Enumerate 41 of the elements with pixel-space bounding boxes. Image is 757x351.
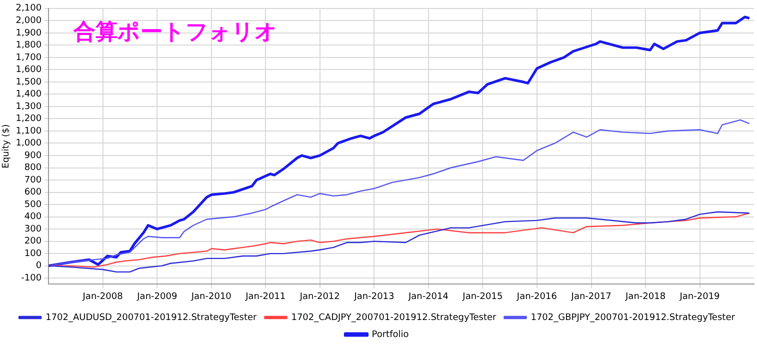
y-tick-label: 1,400 [16, 90, 42, 100]
y-axis-title: Equity ($) [2, 124, 12, 168]
y-tick-label: 1,000 [16, 138, 42, 149]
x-tick-label: Jan-2010 [190, 292, 232, 302]
y-tick-label: 2,000 [16, 16, 42, 26]
y-tick-label: 1,700 [16, 52, 42, 63]
y-tick-label: 2,100 [16, 4, 42, 14]
x-tick-label: Jan-2018 [624, 292, 666, 302]
legend-label: 1702_GBPJPY_200701-201912.StrategyTester [530, 312, 736, 323]
x-tick-label: Jan-2012 [298, 292, 340, 302]
y-tick-label: 1,300 [16, 102, 42, 112]
legend-label: Portfolio [372, 330, 410, 340]
y-tick-label: 800 [24, 163, 42, 174]
x-tick-label: Jan-2011 [244, 292, 286, 302]
x-tick-label: Jan-2008 [82, 292, 124, 302]
y-tick-label: 500 [24, 200, 42, 210]
legend-label: 1702_AUDUSD_200701-201912.StrategyTester [46, 312, 258, 323]
text: 合算ポートフォリオ [72, 20, 278, 46]
x-tick-label: Jan-2016 [516, 292, 558, 302]
y-tick-label: 0 [36, 261, 42, 272]
y-tick-label: 1,800 [16, 40, 42, 51]
y-tick-label: 700 [24, 175, 42, 186]
y-tick-label: 1,900 [16, 28, 42, 38]
x-tick-label: Jan-2013 [353, 292, 394, 302]
x-tick-label: Jan-2014 [407, 292, 449, 302]
x-tick-label: Jan-2019 [678, 292, 720, 302]
y-tick-label: 1,600 [16, 65, 42, 76]
y-tick-label: 100 [24, 248, 42, 259]
x-tick-label: Jan-2017 [570, 292, 612, 302]
y-tick-label: -100 [21, 273, 42, 284]
y-tick-label: 600 [24, 188, 42, 198]
y-tick-label: 400 [24, 212, 42, 222]
legend-label: 1702_CADJPY_200701-201912.StrategyTester [291, 312, 497, 323]
y-tick-label: 1,200 [16, 114, 42, 124]
y-tick-label: 200 [24, 236, 42, 247]
x-tick-label: Jan-2015 [462, 292, 503, 302]
y-tick-label: 300 [24, 224, 42, 234]
y-tick-label: 1,500 [16, 77, 42, 88]
y-tick-label: 900 [24, 150, 42, 161]
y-tick-label: 1,100 [16, 126, 42, 136]
x-tick-label: Jan-2009 [136, 292, 178, 302]
